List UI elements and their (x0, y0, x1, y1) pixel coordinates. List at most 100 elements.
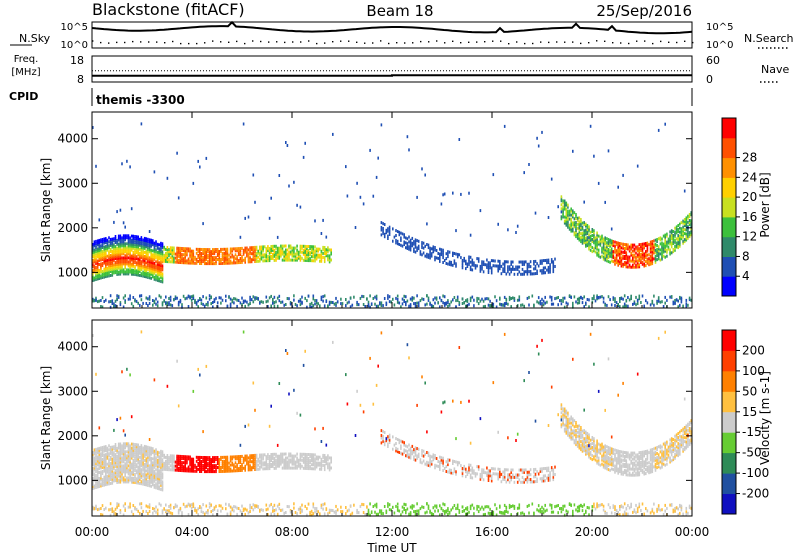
velocity-cell (310, 453, 313, 457)
power-cell (142, 240, 144, 244)
velocity-cell (139, 481, 141, 485)
velocity-cell (212, 509, 214, 512)
power-cell (628, 263, 631, 267)
power-cell (106, 238, 109, 242)
power-cell (640, 259, 642, 262)
colorbar-swatch (722, 157, 736, 178)
power-cell (202, 250, 204, 253)
velocity-cell (286, 505, 289, 508)
velocity-cell (205, 462, 208, 466)
velocity-cell (96, 461, 99, 465)
velocity-cell (150, 472, 152, 476)
power-cell (132, 304, 135, 308)
power-cell (497, 259, 499, 263)
frequency-unit-label: [MHz] (11, 67, 40, 78)
power-cell (189, 259, 191, 263)
power-cell (622, 254, 624, 258)
velocity-cell (320, 467, 323, 471)
power-cell (661, 253, 663, 257)
velocity-cell (239, 469, 242, 472)
velocity-cell (174, 464, 177, 468)
velocity-cell (221, 455, 224, 459)
power-cell (380, 301, 383, 305)
power-cell (429, 254, 431, 257)
power-cell (301, 256, 303, 260)
velocity-cell (220, 470, 222, 473)
velocity-cell (124, 444, 126, 448)
power-cell (96, 269, 99, 273)
velocity-cell (135, 453, 138, 457)
velocity-cell (114, 477, 117, 481)
velocity-cell (166, 468, 169, 472)
velocity-cell (309, 461, 311, 465)
velocity-cell (314, 463, 316, 467)
power-cell (182, 247, 185, 251)
velocity-cell (186, 469, 188, 473)
velocity-cell (106, 474, 109, 478)
power-cell (476, 296, 478, 300)
power-cell (557, 205, 559, 209)
power-cell (630, 243, 632, 247)
velocity-cell (225, 507, 227, 511)
power-cell (225, 294, 227, 298)
velocity-cell (174, 460, 177, 464)
velocity-cell (121, 472, 123, 476)
power-cell (166, 176, 169, 180)
power-cell (220, 249, 222, 253)
velocity-cell (223, 455, 225, 459)
power-cell (636, 164, 639, 168)
power-cell (96, 247, 99, 251)
velocity-cell (306, 467, 308, 470)
velocity-cell (127, 450, 130, 454)
power-cell (150, 266, 152, 270)
power-cell (121, 264, 123, 268)
power-cell (627, 243, 629, 247)
power-cell (414, 245, 417, 249)
power-cell (641, 246, 644, 250)
velocity-cell (105, 467, 107, 471)
velocity-cell (221, 506, 224, 510)
power-cell (593, 241, 595, 245)
velocity-cell (319, 512, 321, 516)
power-cell (130, 270, 133, 274)
velocity-cell (100, 472, 102, 476)
power-cell (580, 222, 582, 226)
power-cell (117, 295, 120, 299)
power-cell (254, 256, 256, 259)
velocity-cell (103, 465, 105, 469)
velocity-cell (137, 509, 139, 513)
power-cell (481, 267, 483, 271)
power-cell (359, 296, 362, 300)
velocity-cell (233, 467, 235, 471)
velocity-cell (208, 505, 211, 509)
velocity-cell (166, 464, 169, 467)
velocity-cell (207, 470, 209, 474)
power-cell (161, 244, 164, 248)
velocity-cell (139, 461, 141, 465)
power-cell (286, 252, 289, 256)
power-cell (275, 250, 277, 254)
power-cell (212, 248, 214, 252)
power-cell (187, 259, 190, 263)
velocity-cell (302, 458, 305, 462)
power-cell (155, 297, 157, 301)
velocity-cell (92, 487, 94, 490)
power-cell (549, 263, 551, 267)
power-cell (114, 269, 117, 273)
power-cell (129, 260, 131, 264)
noise-search-dot (564, 41, 566, 43)
power-cell (189, 253, 191, 257)
velocity-cell (148, 466, 151, 470)
power-cell (100, 248, 102, 252)
velocity-cell (122, 470, 125, 474)
velocity-cell (254, 464, 256, 467)
power-cell (111, 245, 114, 249)
power-cell (606, 257, 608, 261)
power-cell (500, 303, 503, 306)
power-cell (176, 254, 178, 258)
power-cell (465, 299, 467, 303)
power-cell (210, 295, 212, 299)
power-cell (409, 297, 412, 301)
power-cell (419, 250, 422, 254)
power-cell (285, 303, 287, 306)
